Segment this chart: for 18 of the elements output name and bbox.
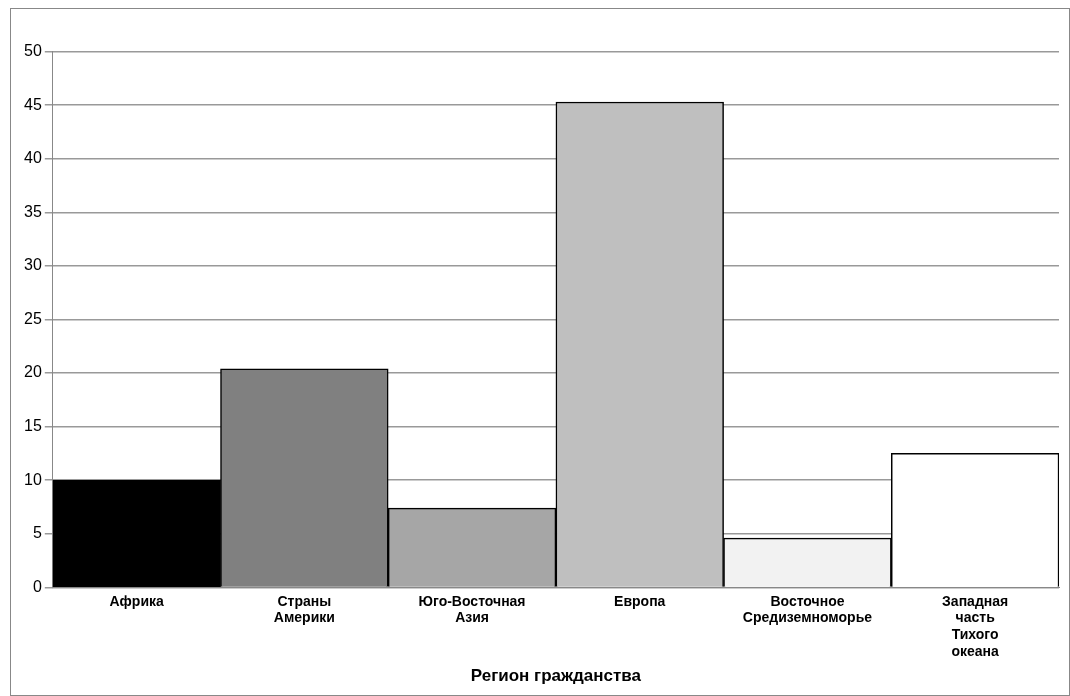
y-tick-label: 15	[24, 417, 42, 435]
y-tick-label: 40	[24, 149, 42, 167]
y-tick-label: 20	[24, 363, 42, 381]
y-tick-label: 5	[32, 524, 42, 542]
x-axis-title: Регион гражданства	[470, 666, 642, 686]
y-tick-label: 25	[24, 309, 42, 327]
y-tick-label: 45	[24, 95, 42, 113]
x-tick-label: Страны Америки	[273, 592, 335, 626]
y-tick-label: 30	[24, 256, 42, 274]
x-tick-label: Юго-Восточная Азия	[418, 592, 526, 626]
x-tick-label: Африка	[109, 592, 165, 609]
x-tick-label: Восточное Средиземноморье	[742, 592, 873, 626]
x-tick-label: Западная часть Тихого океана	[942, 592, 1009, 660]
y-tick-label: 35	[24, 202, 42, 220]
y-tick-label: 10	[24, 470, 42, 488]
y-tick-label: 0	[32, 577, 42, 595]
y-tick-label: 50	[24, 42, 42, 60]
x-tick-label: Европа	[614, 592, 666, 609]
